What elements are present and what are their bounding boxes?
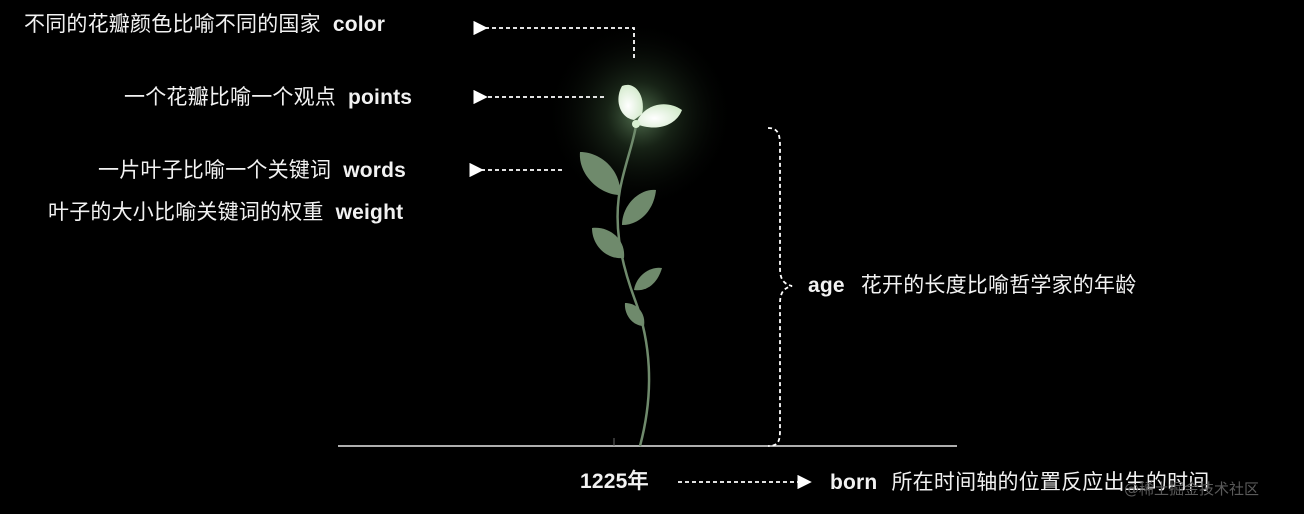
weight-label-en: weight: [335, 201, 404, 224]
flower-center: [632, 120, 640, 128]
born-label-zh: 所在时间轴的位置反应出生的时间: [891, 470, 1210, 494]
born-year: 1225年: [580, 470, 649, 493]
petal-right: [636, 104, 682, 128]
leaf-2: [622, 189, 656, 225]
petal-left: [618, 84, 643, 120]
born-label-en: born: [830, 471, 878, 494]
age-label-zh: 花开的长度比喻哲学家的年龄: [860, 273, 1137, 297]
words-label-en: words: [343, 159, 407, 182]
age-label: age 花开的长度比喻哲学家的年龄: [808, 273, 1136, 298]
watermark: @稀土掘金技术社区: [1124, 480, 1260, 498]
leaf-4: [634, 267, 662, 291]
born-label: born 所在时间轴的位置反应出生的时间: [830, 470, 1209, 495]
age-brace: [767, 127, 793, 447]
age-label-en: age: [808, 274, 845, 297]
leaf-1: [579, 152, 621, 195]
color-label-zh: 不同的花瓣颜色比喻不同的国家: [24, 12, 321, 36]
weight-label-zh: 叶子的大小比喻关键词的权重: [48, 200, 324, 224]
color-label-en: color: [332, 13, 386, 36]
color-label: 不同的花瓣颜色比喻不同的国家 color: [24, 12, 385, 37]
points-label: 一个花瓣比喻一个观点 points: [124, 85, 412, 110]
points-label-en: points: [348, 86, 413, 109]
words-label-zh: 一片叶子比喻一个关键词: [98, 158, 332, 182]
words-label: 一片叶子比喻一个关键词 words: [98, 158, 406, 183]
color-arrow: [473, 20, 635, 58]
points-label-zh: 一个花瓣比喻一个观点: [124, 85, 336, 109]
flower-stem: [616, 124, 651, 447]
leaf-5: [624, 303, 645, 326]
leaf-3: [592, 227, 625, 259]
weight-label: 叶子的大小比喻关键词的权重 weight: [48, 200, 403, 225]
